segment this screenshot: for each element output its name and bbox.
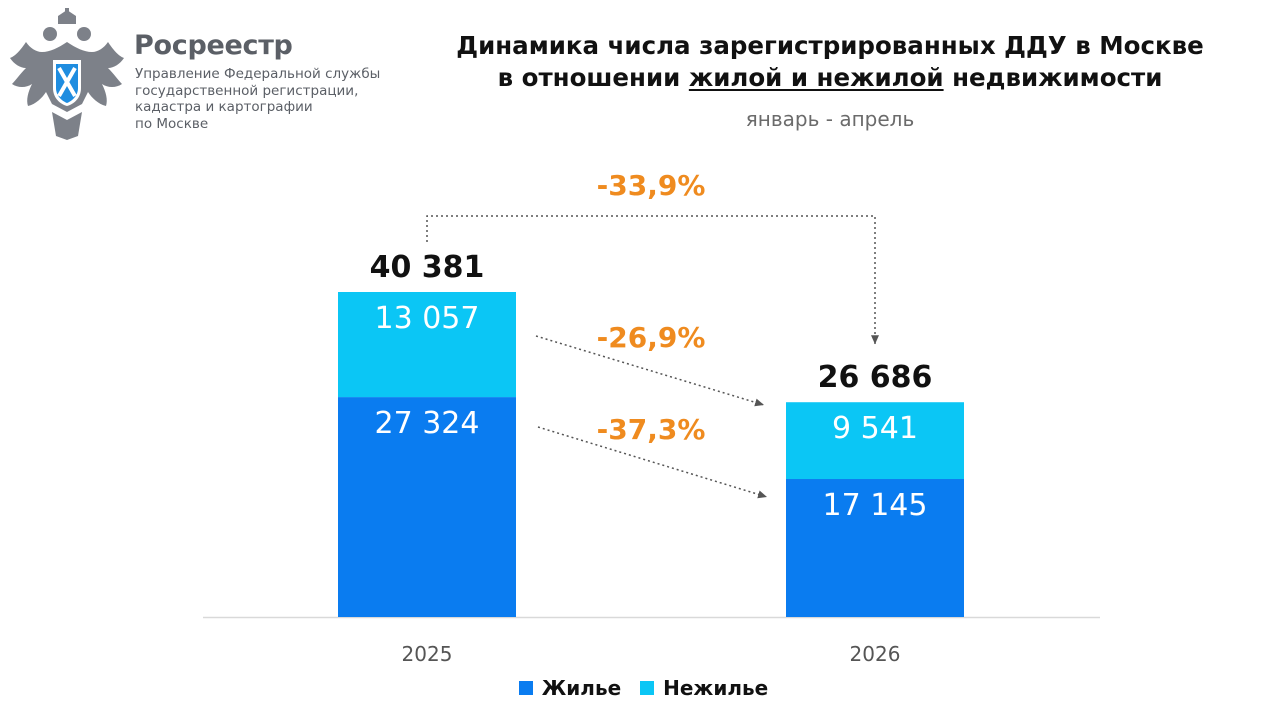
org-subtitle: Управление Федеральной службы государств… [135, 66, 435, 132]
org-name: Росреестр [134, 30, 293, 61]
legend-swatch-nonresidential [640, 681, 655, 695]
title-line-1: Динамика числа зарегистрированных ДДУ в … [456, 31, 1204, 60]
org-sub-line: Управление Федеральной службы [135, 66, 381, 82]
bar-value-label: 17 145 [823, 488, 928, 523]
chart-title: Динамика числа зарегистрированных ДДУ в … [430, 30, 1230, 94]
chart-subtitle: январь - апрель [745, 107, 915, 131]
bar-total-label: 40 381 [370, 250, 485, 285]
org-sub-line: государственной регистрации, [135, 82, 359, 99]
legend-label: Жилье [541, 676, 622, 700]
bar-value-label: 27 324 [375, 406, 480, 441]
legend-swatch-residential [518, 681, 533, 695]
x-tick-label: 2026 [850, 642, 901, 666]
change-label-total: -33,9% [597, 169, 706, 202]
change-arrow-total [426, 215, 879, 345]
org-sub-line: по Москве [135, 115, 209, 132]
title-line-2: в отношении жилой и нежилой недвижимости [430, 62, 1230, 94]
bar-segment-nonresidential [338, 292, 516, 398]
bar-value-label: 13 057 [375, 301, 480, 336]
legend-item-nonresidential: Нежилье [640, 676, 768, 700]
change-label-residential: -37,3% [597, 413, 706, 446]
title-part: недвижимости [943, 63, 1163, 92]
legend: Жилье Нежилье [0, 676, 1287, 700]
rosreestr-emblem-icon [10, 8, 124, 140]
change-label-nonresidential: -26,9% [597, 321, 706, 354]
bar-segment-nonresidential [786, 402, 964, 480]
bar-total-label: 26 686 [818, 360, 933, 395]
bar-segment-residential [338, 397, 516, 617]
bar-segment-residential [786, 479, 964, 617]
legend-item-residential: Жилье [518, 676, 622, 700]
title-part: в отношении [497, 63, 689, 92]
org-sub-line: кадастра и картографии [135, 99, 313, 115]
x-tick-label: 2025 [402, 642, 453, 666]
bar-value-label: 9 541 [832, 411, 918, 446]
title-underlined-part: жилой и нежилой [688, 63, 944, 92]
legend-label: Нежилье [663, 676, 769, 700]
